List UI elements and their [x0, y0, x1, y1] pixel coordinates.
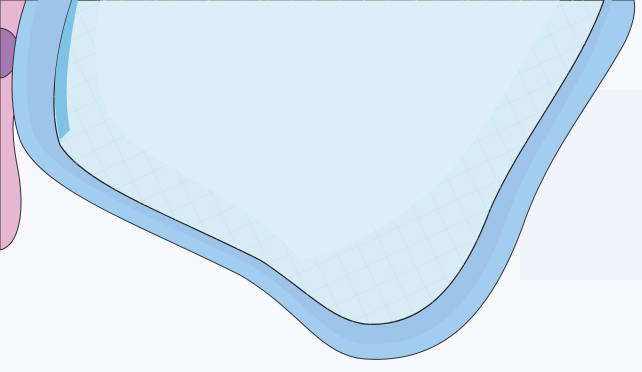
- edge-shine: [54, 0, 78, 140]
- highlight: [95, 0, 560, 260]
